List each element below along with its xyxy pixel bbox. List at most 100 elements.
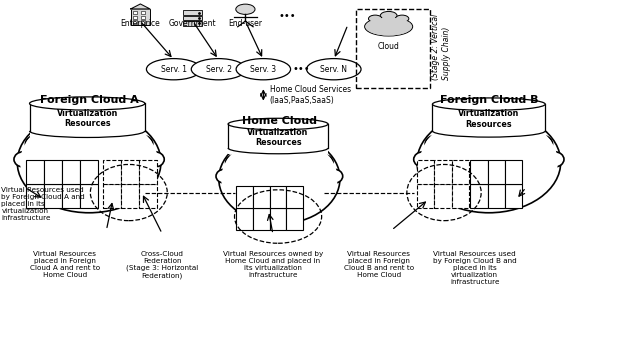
Ellipse shape bbox=[20, 114, 158, 211]
Ellipse shape bbox=[106, 120, 133, 141]
Bar bbox=[270, 186, 286, 208]
Ellipse shape bbox=[216, 169, 232, 183]
Bar bbox=[470, 184, 487, 208]
Bar bbox=[133, 16, 137, 19]
Bar bbox=[44, 184, 62, 208]
Circle shape bbox=[236, 4, 255, 14]
Bar bbox=[103, 184, 121, 208]
Bar bbox=[103, 160, 121, 184]
Bar bbox=[236, 208, 253, 230]
Bar bbox=[139, 184, 157, 208]
Ellipse shape bbox=[425, 135, 448, 153]
Ellipse shape bbox=[221, 136, 338, 222]
Text: Cloud: Cloud bbox=[377, 42, 399, 51]
Bar bbox=[183, 15, 202, 20]
Ellipse shape bbox=[46, 120, 73, 141]
Ellipse shape bbox=[506, 120, 532, 141]
Bar bbox=[183, 10, 202, 15]
Bar bbox=[26, 160, 44, 184]
Bar bbox=[417, 184, 435, 208]
Text: •••: ••• bbox=[278, 11, 296, 21]
Ellipse shape bbox=[130, 135, 153, 153]
Text: Serv. 1: Serv. 1 bbox=[160, 65, 187, 74]
Ellipse shape bbox=[530, 135, 553, 153]
Ellipse shape bbox=[26, 135, 48, 153]
Text: End-user: End-user bbox=[229, 19, 263, 28]
Bar bbox=[487, 184, 505, 208]
Bar bbox=[131, 9, 150, 25]
Bar bbox=[356, 9, 430, 88]
Text: Serv. 3: Serv. 3 bbox=[250, 65, 277, 74]
Bar bbox=[505, 160, 522, 184]
Ellipse shape bbox=[314, 155, 333, 170]
Text: (Stage 2: Vertical
Supply Chain): (Stage 2: Vertical Supply Chain) bbox=[431, 14, 451, 80]
Bar bbox=[121, 160, 139, 184]
Bar bbox=[470, 160, 487, 184]
Text: Virtualization
Resources: Virtualization Resources bbox=[458, 109, 519, 129]
Ellipse shape bbox=[17, 112, 161, 213]
Text: Foreign Cloud A: Foreign Cloud A bbox=[40, 95, 139, 105]
Ellipse shape bbox=[369, 15, 382, 22]
Bar bbox=[139, 160, 157, 184]
Bar bbox=[133, 11, 137, 14]
Ellipse shape bbox=[146, 58, 201, 80]
Text: Government: Government bbox=[169, 19, 217, 28]
Text: Virtual Resources owned by
Home Cloud and placed in
its virtualization
infrastru: Virtual Resources owned by Home Cloud an… bbox=[223, 251, 323, 278]
Text: Serv. 2: Serv. 2 bbox=[205, 65, 232, 74]
Bar bbox=[286, 186, 303, 208]
Bar bbox=[433, 104, 545, 137]
Text: Home Cloud Services
(IaaS,PaaS,SaaS): Home Cloud Services (IaaS,PaaS,SaaS) bbox=[270, 85, 351, 105]
Ellipse shape bbox=[445, 120, 472, 141]
Text: Virtualization
Resources: Virtualization Resources bbox=[56, 109, 118, 128]
Text: Home Cloud: Home Cloud bbox=[242, 116, 317, 126]
Bar bbox=[30, 104, 145, 138]
Text: Enterprice: Enterprice bbox=[121, 19, 160, 28]
Bar bbox=[435, 184, 452, 208]
Text: Serv. N: Serv. N bbox=[320, 65, 347, 74]
Text: Virtualization
Resources: Virtualization Resources bbox=[247, 128, 309, 147]
Ellipse shape bbox=[395, 15, 409, 22]
Bar bbox=[80, 184, 98, 208]
Ellipse shape bbox=[365, 17, 413, 36]
Bar bbox=[452, 184, 469, 208]
Bar bbox=[270, 208, 286, 230]
Ellipse shape bbox=[219, 134, 340, 224]
Bar bbox=[26, 184, 44, 208]
Bar bbox=[236, 186, 253, 208]
Text: Cross-Cloud
Federation
(Stage 3: Horizontal
Federation): Cross-Cloud Federation (Stage 3: Horizon… bbox=[126, 251, 198, 279]
Ellipse shape bbox=[228, 118, 328, 130]
Ellipse shape bbox=[236, 58, 291, 80]
Ellipse shape bbox=[266, 133, 293, 155]
Ellipse shape bbox=[144, 152, 164, 167]
Text: •••: ••• bbox=[293, 64, 311, 74]
Ellipse shape bbox=[413, 152, 433, 167]
Ellipse shape bbox=[14, 152, 33, 167]
Ellipse shape bbox=[225, 155, 245, 170]
Ellipse shape bbox=[73, 110, 105, 135]
Bar bbox=[253, 208, 270, 230]
Bar bbox=[62, 184, 80, 208]
Ellipse shape bbox=[380, 11, 397, 20]
Bar bbox=[80, 160, 98, 184]
Bar bbox=[286, 208, 303, 230]
Bar bbox=[487, 160, 505, 184]
Bar bbox=[121, 184, 139, 208]
Ellipse shape bbox=[243, 141, 265, 160]
Bar bbox=[253, 186, 270, 208]
Polygon shape bbox=[131, 4, 150, 9]
Ellipse shape bbox=[326, 169, 343, 183]
Bar bbox=[62, 160, 80, 184]
Ellipse shape bbox=[420, 114, 558, 211]
Bar bbox=[452, 160, 469, 184]
Bar bbox=[141, 20, 145, 24]
Text: Virtual Resources
placed in Foreign
Cloud B and rent to
Home Cloud: Virtual Resources placed in Foreign Clou… bbox=[343, 251, 413, 278]
Bar bbox=[228, 124, 328, 154]
Bar bbox=[505, 184, 522, 208]
Bar bbox=[435, 160, 452, 184]
Bar bbox=[133, 20, 137, 24]
Text: Virtual Resources
placed in Foreign
Cloud A and rent to
Home Cloud: Virtual Resources placed in Foreign Clou… bbox=[30, 251, 100, 278]
Bar bbox=[417, 160, 435, 184]
Ellipse shape bbox=[544, 152, 564, 167]
Text: Foreign Cloud B: Foreign Cloud B bbox=[440, 95, 538, 105]
Ellipse shape bbox=[30, 97, 145, 110]
